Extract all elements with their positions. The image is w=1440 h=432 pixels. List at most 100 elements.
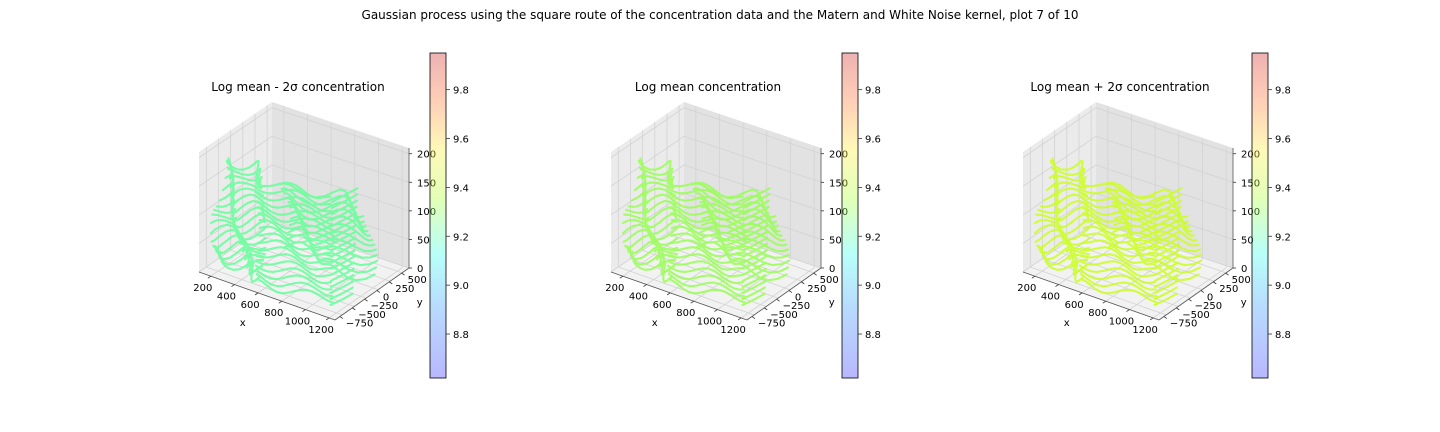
x-tick-mark: [254, 292, 259, 296]
scatter-points: [1033, 157, 1202, 307]
scatter-band: [1078, 260, 1156, 278]
x-tick-label: 200: [1017, 283, 1036, 294]
scatter-band: [329, 292, 354, 307]
scatter-band: [330, 199, 358, 216]
x-tick-mark: [666, 292, 671, 296]
y-tick-label: 0: [1207, 293, 1213, 304]
scatter-band: [637, 157, 672, 184]
scatter-band: [256, 278, 335, 304]
y-tick-mark: [376, 290, 381, 293]
colorbar-tick-label: 9.8: [1275, 86, 1291, 97]
y-tick-label: −750: [1170, 319, 1197, 330]
grid-line: [1022, 107, 1234, 159]
grid-line: [642, 249, 779, 299]
colorbar-tick-label: 9.6: [1275, 135, 1291, 146]
y-tick-label: −250: [783, 301, 810, 312]
scatter-band: [690, 182, 777, 219]
scatter-band: [330, 255, 356, 270]
x-tick-mark: [1055, 284, 1059, 287]
z-tick-label: 200: [417, 150, 436, 161]
y-tick-label: 500: [820, 275, 839, 286]
pane-left: [199, 102, 272, 272]
scatter-band: [257, 205, 335, 232]
scatter-band: [1034, 228, 1091, 251]
scatter-band: [283, 241, 376, 282]
y-tick-mark: [1163, 316, 1168, 319]
y-tick-label: −250: [1195, 301, 1222, 312]
scatter-band: [1154, 193, 1183, 210]
scatter-band: [667, 195, 746, 219]
subplot-lower-bound: Log mean - 2σ concentration2004006008001…: [193, 52, 469, 379]
y-axis-line: [334, 267, 410, 321]
scatter-band: [1079, 273, 1158, 298]
colorbar-tick-label: 9.8: [865, 86, 881, 97]
scatter-band: [330, 236, 357, 252]
scatter-band: [329, 280, 355, 295]
x-tick-label: 200: [605, 283, 624, 294]
scatter-band: [256, 246, 332, 264]
colorbar-tick-label: 9.4: [1275, 183, 1291, 194]
z-tick-label: 200: [1241, 150, 1260, 161]
scatter-band: [1078, 264, 1156, 284]
y-tick-label: 0: [795, 293, 801, 304]
scatter-band: [1080, 246, 1156, 264]
scatter-band: [278, 182, 365, 219]
x-tick-label: 1200: [308, 325, 333, 336]
scatter-band: [1079, 268, 1157, 291]
scatter-band: [742, 249, 768, 264]
scatter-band: [1079, 181, 1156, 199]
scatter-band: [1153, 274, 1179, 288]
grid-line: [305, 259, 379, 310]
y-tick-label: −750: [758, 319, 785, 330]
z-tick-label: 100: [829, 207, 848, 218]
x-tick-mark: [325, 317, 330, 321]
grid-line: [198, 135, 410, 187]
x-tick-label: 1000: [285, 317, 310, 328]
scatter-band: [1102, 182, 1189, 219]
y-tick-label: 0: [383, 293, 389, 304]
scatter-band: [1154, 224, 1181, 240]
y-axis-line: [746, 267, 822, 321]
scatter-band: [329, 261, 356, 276]
z-tick-label: 0: [417, 264, 423, 275]
scatter-band: [258, 212, 336, 238]
x-tick-mark: [278, 300, 283, 304]
scatter-band: [742, 193, 771, 210]
z-tick-label: 150: [417, 178, 436, 189]
scatter-band: [256, 200, 335, 226]
colorbar-tick-label: 9.2: [1275, 232, 1291, 243]
scatter-band: [639, 159, 674, 187]
y-tick-label: 500: [1232, 275, 1251, 286]
y-tick-mark: [1213, 281, 1217, 285]
scatter-band: [666, 264, 744, 284]
scatter-band: [622, 228, 679, 251]
scatter-band: [666, 260, 744, 278]
colorbar-tick-label: 8.8: [453, 330, 469, 341]
scatter-band: [331, 187, 359, 204]
colorbar-tick-label: 9.6: [865, 135, 881, 146]
scatter-band: [1081, 239, 1157, 258]
scatter-band: [254, 191, 333, 213]
x-tick-mark: [302, 309, 306, 312]
scatter-band: [1082, 232, 1158, 252]
subplot-title: Log mean - 2σ concentration: [211, 80, 384, 94]
y-tick-label: −750: [346, 319, 373, 330]
scatter-band: [1153, 280, 1179, 295]
colorbar-tick-label: 9.4: [453, 183, 469, 194]
y-tick-mark: [339, 316, 344, 319]
colorbar-frame: [429, 52, 447, 379]
x-tick-label: 400: [217, 292, 236, 303]
y-tick-label: −250: [371, 301, 398, 312]
scatter-band: [285, 234, 378, 274]
scatter-band: [742, 236, 769, 252]
scatter-band: [670, 212, 748, 238]
scatter-band: [1154, 243, 1180, 258]
colorbar: [430, 53, 446, 378]
scatter-points: [209, 157, 378, 307]
x-axis-line: [610, 271, 748, 321]
subplot-title: Log mean + 2σ concentration: [1030, 80, 1209, 94]
scatter-band: [330, 193, 359, 210]
x-tick-mark: [1031, 275, 1036, 279]
grid-line: [328, 267, 403, 319]
scatter-band: [743, 187, 771, 204]
